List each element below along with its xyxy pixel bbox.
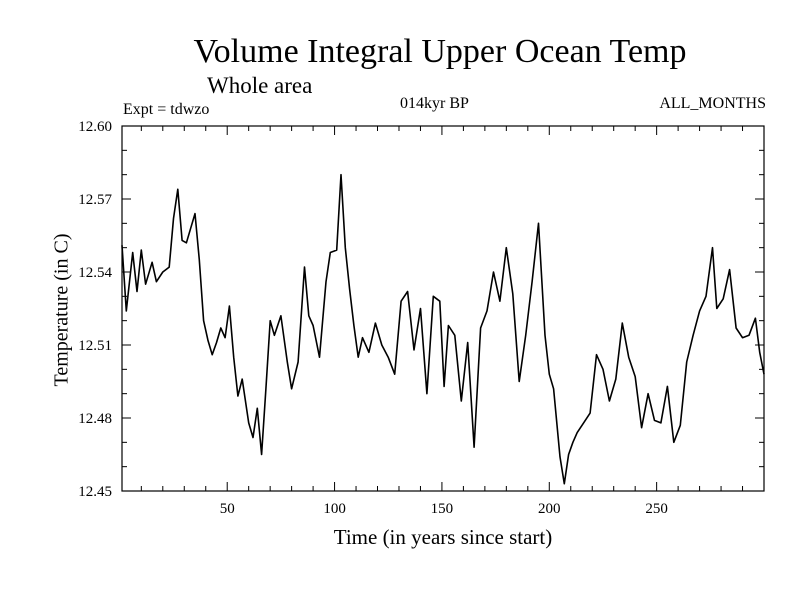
axis-ticks xyxy=(122,125,764,492)
y-tick-label: 12.51 xyxy=(78,338,112,354)
plot-frame xyxy=(121,125,765,492)
chart-subtitle: Whole area xyxy=(207,73,313,98)
y-tick-label: 12.54 xyxy=(78,265,112,281)
y-tick-label: 12.60 xyxy=(78,119,112,135)
x-tick-label: 50 xyxy=(220,501,235,517)
axis-tick-labels: 50 100 150 200 250 12.45 12.48 12.51 12.54 12.57 1… xyxy=(78,119,668,517)
y-tick-label: 12.48 xyxy=(78,411,112,427)
temperature-series-line xyxy=(121,173,765,485)
series-group xyxy=(121,173,765,485)
x-axis-label: Time (in years since start) xyxy=(333,525,553,549)
chart-title: Volume Integral Upper Ocean Temp xyxy=(193,33,687,70)
x-tick-label: 100 xyxy=(323,501,346,517)
x-tick-label: 250 xyxy=(645,501,668,517)
x-tick-label: 200 xyxy=(538,501,561,517)
months-label: ALL_MONTHS xyxy=(659,95,766,112)
y-tick-label: 12.57 xyxy=(78,192,112,208)
y-tick-label: 12.45 xyxy=(78,484,112,500)
experiment-label: Expt = tdwzo xyxy=(123,101,210,118)
x-tick-label: 150 xyxy=(431,501,454,517)
period-label: 014kyr BP xyxy=(400,95,469,112)
